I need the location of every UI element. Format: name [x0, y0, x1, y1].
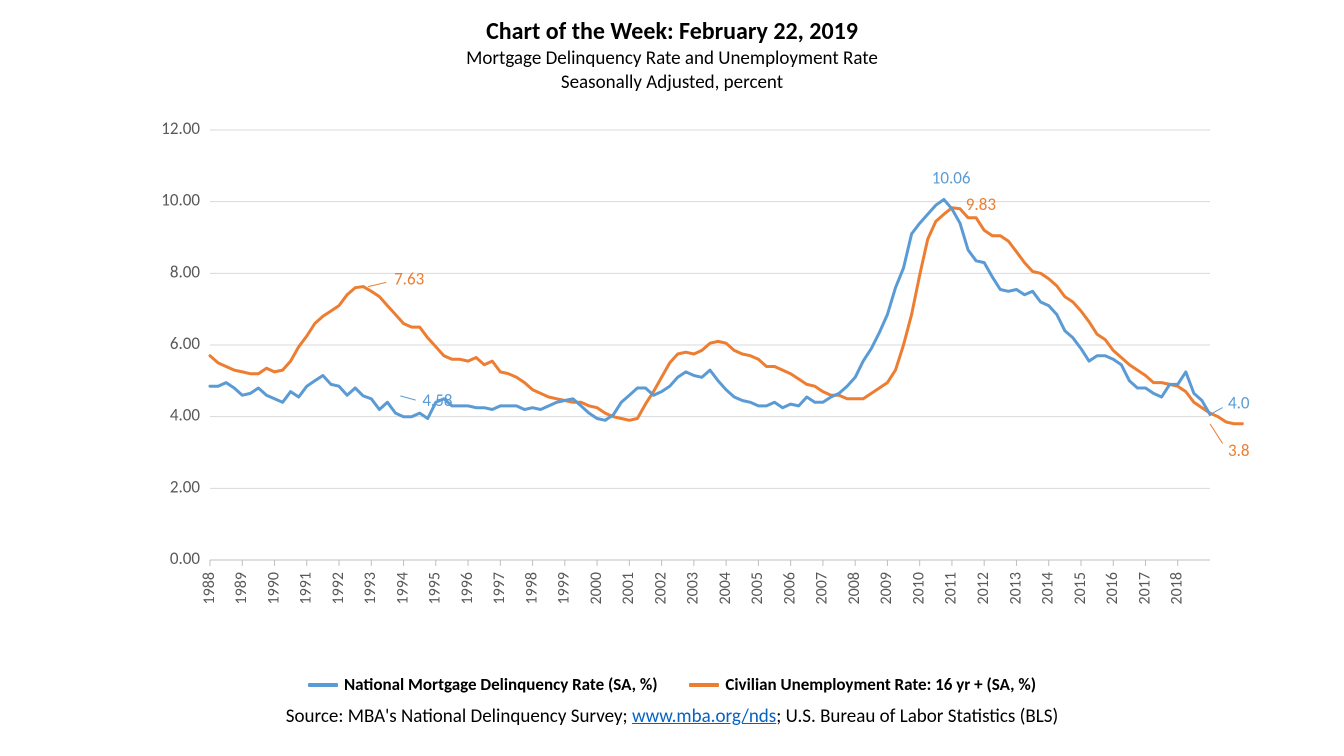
- svg-text:2017: 2017: [1135, 572, 1154, 604]
- chart-subtitle-2: Seasonally Adjusted, percent: [0, 71, 1344, 95]
- svg-text:2007: 2007: [813, 572, 832, 604]
- chart-svg: 0.00 2.00 4.00 6.00 8.00 10.00 12.00 1988 1989 19…: [150, 120, 1250, 640]
- svg-text:1994: 1994: [393, 572, 412, 604]
- legend-swatch-unemployment: [689, 683, 719, 687]
- svg-text:1990: 1990: [264, 572, 283, 604]
- svg-text:1988: 1988: [200, 572, 219, 604]
- legend-label-unemployment: Civilian Unemployment Rate: 16 yr + (SA,…: [725, 674, 1036, 695]
- source-line: Source: MBA's National Delinquency Surve…: [0, 705, 1344, 728]
- svg-text:8.00: 8.00: [170, 261, 201, 282]
- svg-text:2.00: 2.00: [170, 476, 201, 497]
- svg-text:4.00: 4.00: [170, 405, 201, 426]
- svg-text:1997: 1997: [490, 572, 509, 604]
- chart-footer: National Mortgage Delinquency Rate (SA, …: [0, 671, 1344, 729]
- svg-text:1998: 1998: [522, 572, 541, 604]
- svg-text:2002: 2002: [651, 572, 670, 604]
- chart-title: Chart of the Week: February 22, 2019: [0, 18, 1344, 47]
- annotation-3.80: 3.80: [1228, 440, 1250, 461]
- legend-label-delinquency: National Mortgage Delinquency Rate (SA, …: [344, 674, 658, 695]
- legend-item-unemployment: Civilian Unemployment Rate: 16 yr + (SA,…: [689, 674, 1036, 695]
- legend-item-delinquency: National Mortgage Delinquency Rate (SA, …: [308, 674, 658, 695]
- annotation-10.06: 10.06: [932, 168, 971, 189]
- svg-text:2011: 2011: [942, 572, 961, 604]
- svg-text:2003: 2003: [684, 572, 703, 604]
- svg-text:1996: 1996: [458, 572, 477, 604]
- svg-text:2005: 2005: [748, 572, 767, 604]
- svg-text:10.00: 10.00: [161, 190, 200, 211]
- legend: National Mortgage Delinquency Rate (SA, …: [0, 671, 1344, 696]
- annotation-9.83: 9.83: [966, 194, 996, 215]
- annotation-4.06: 4.06: [1228, 393, 1250, 414]
- chart-subtitle-1: Mortgage Delinquency Rate and Unemployme…: [0, 47, 1344, 71]
- svg-text:2013: 2013: [1006, 572, 1025, 604]
- source-link[interactable]: www.mba.org/nds: [632, 705, 776, 728]
- svg-text:2001: 2001: [619, 572, 638, 604]
- series-line-delinquency: [210, 200, 1210, 421]
- svg-text:1989: 1989: [232, 572, 251, 604]
- legend-swatch-delinquency: [308, 683, 338, 687]
- svg-text:1999: 1999: [555, 572, 574, 604]
- svg-text:2018: 2018: [1168, 572, 1187, 604]
- svg-text:1991: 1991: [297, 572, 316, 604]
- svg-text:2009: 2009: [877, 572, 896, 604]
- svg-text:2006: 2006: [780, 572, 799, 604]
- source-suffix: ; U.S. Bureau of Labor Statistics (BLS): [776, 705, 1058, 728]
- svg-text:2008: 2008: [845, 572, 864, 604]
- svg-text:1992: 1992: [329, 572, 348, 604]
- svg-text:2016: 2016: [1103, 572, 1122, 604]
- source-prefix: Source: MBA's National Delinquency Surve…: [286, 705, 632, 728]
- svg-text:6.00: 6.00: [170, 333, 201, 354]
- chart-of-the-week-page: Chart of the Week: February 22, 2019 Mor…: [0, 0, 1344, 756]
- svg-text:2000: 2000: [587, 572, 606, 604]
- annotation-4.58: 4.58: [422, 390, 452, 411]
- svg-text:0.00: 0.00: [170, 548, 201, 569]
- svg-text:1993: 1993: [361, 572, 380, 604]
- svg-text:2014: 2014: [1039, 572, 1058, 604]
- svg-text:2010: 2010: [909, 572, 928, 604]
- svg-text:1995: 1995: [426, 572, 445, 604]
- line-chart: 0.00 2.00 4.00 6.00 8.00 10.00 12.00 1988 1989 19…: [150, 120, 1200, 620]
- title-block: Chart of the Week: February 22, 2019 Mor…: [0, 18, 1344, 94]
- svg-text:2015: 2015: [1071, 572, 1090, 604]
- svg-text:2004: 2004: [716, 572, 735, 604]
- svg-text:12.00: 12.00: [161, 120, 200, 139]
- annotation-7.63: 7.63: [394, 269, 424, 290]
- svg-text:2012: 2012: [974, 572, 993, 604]
